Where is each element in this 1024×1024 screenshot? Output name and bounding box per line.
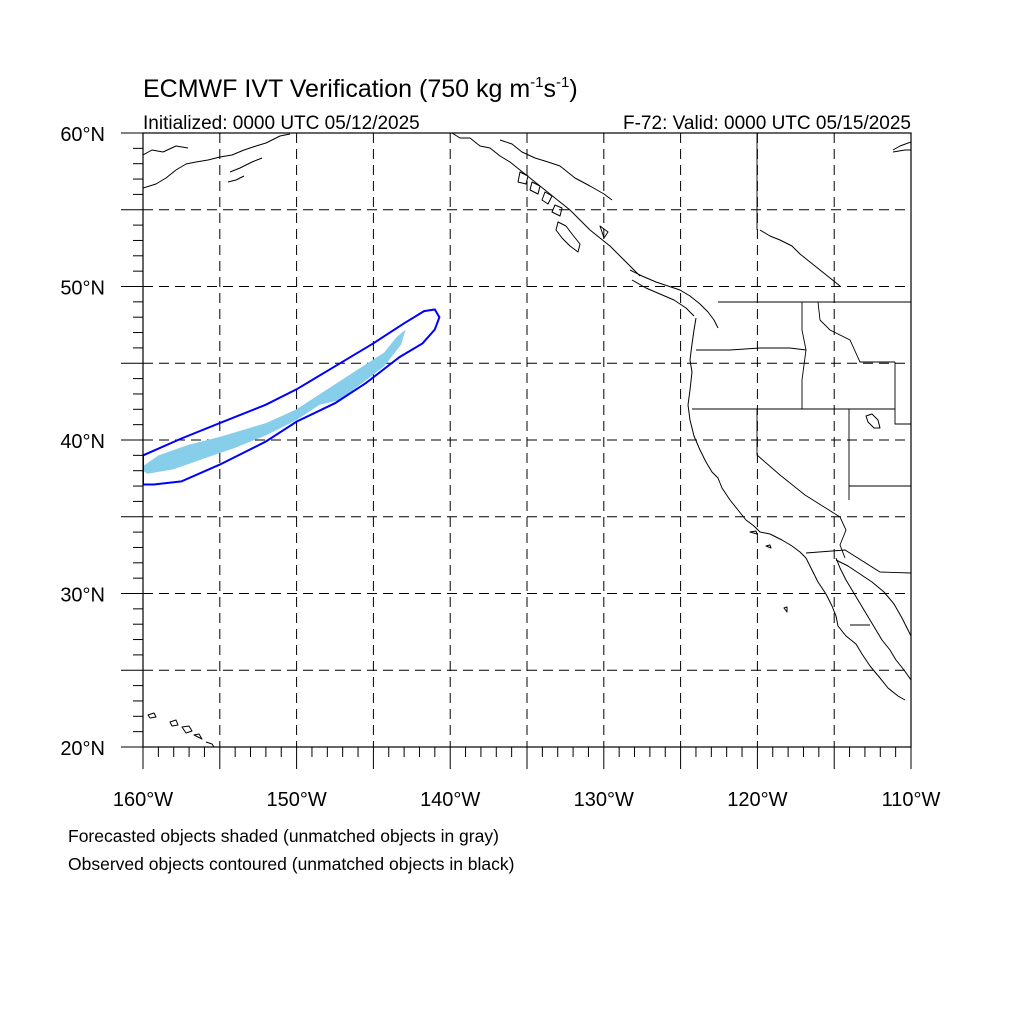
hawaii-islands: [147, 712, 215, 747]
lon-tick-label: 120°W: [727, 789, 787, 811]
valid-time: F-72: Valid: 0000 UTC 05/15/2025: [623, 113, 911, 134]
lon-tick-label: 160°W: [113, 789, 173, 811]
initialized-time: Initialized: 0000 UTC 05/12/2025: [143, 113, 420, 134]
observed-object-contour: [143, 308, 441, 486]
alaska-islands: [517, 171, 609, 253]
ca-nv-border: [756, 409, 841, 518]
great-salt-lake: [865, 413, 881, 429]
us-mexico-border: [805, 549, 911, 574]
map-area: [143, 133, 911, 747]
lon-tick-label: 140°W: [420, 789, 480, 811]
lon-tick-label: 150°W: [266, 789, 326, 811]
political-borders: [692, 133, 911, 626]
lat-tick-label: 40°N: [60, 431, 105, 453]
channel-islands: [749, 530, 788, 613]
map-title: ECMWF IVT Verification (750 kg m-1s-1): [143, 74, 578, 103]
forecast-note: Forecasted objects shaded (unmatched obj…: [68, 826, 499, 846]
lat-lon-grid: [143, 133, 911, 747]
idaho-west-border: [801, 302, 807, 409]
lat-tick-label: 30°N: [60, 585, 105, 607]
wa-or-border: [696, 347, 807, 351]
lon-tick-label: 110°W: [882, 789, 941, 811]
coastlines: [143, 133, 911, 747]
lat-tick-label: 20°N: [60, 738, 105, 760]
alaska-coastline: [143, 133, 641, 277]
wyoming-border: [894, 362, 911, 425]
id-mt-border: [817, 301, 895, 363]
axis-ticks: [121, 132, 912, 769]
baja-coastline: [805, 557, 911, 701]
forecast-object-shading: [143, 329, 406, 474]
lat-tick-label: 50°N: [60, 278, 105, 300]
lat-tick-label: 60°N: [60, 124, 105, 146]
mexico-coastline: [835, 559, 911, 637]
az-ca-border: [839, 516, 847, 559]
bc-coastline: [629, 269, 719, 406]
california-coastline: [687, 404, 807, 559]
interior-rivers: [759, 141, 911, 287]
axis-labels: 160°W 150°W 140°W 130°W 120°W 110°W 20°N 30°N 40…: [60, 124, 940, 811]
lon-tick-label: 130°W: [574, 789, 634, 811]
observed-note: Observed objects contoured (unmatched ob…: [68, 854, 515, 874]
